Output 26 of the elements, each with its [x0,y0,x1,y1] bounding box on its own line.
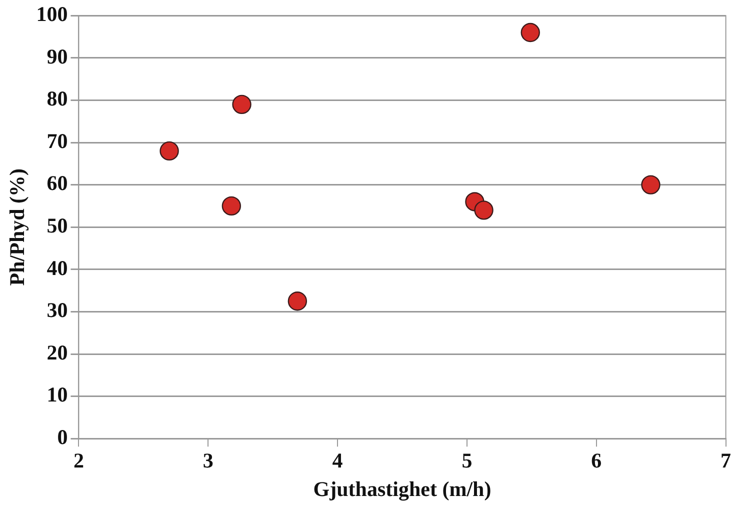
y-tick-label: 0 [57,425,68,450]
x-tick-label: 2 [73,448,84,473]
point [641,175,660,194]
x-tick-label: 7 [720,448,732,473]
point [160,141,179,161]
y-axis-title: Ph/Phyd (%) [5,168,30,286]
y-tick-label: 30 [46,298,68,322]
y-tick-label: 100 [36,2,68,26]
point [520,22,540,42]
x-tick-label: 5 [462,448,472,473]
y-tick-label: 70 [46,128,68,153]
y-tick-label: 20 [46,340,68,364]
x-tick-label: 3 [202,448,214,473]
point [288,292,308,311]
x-tick-label: 4 [332,448,344,473]
point [474,200,494,220]
y-tick-label: 50 [46,214,68,238]
x-tick-label: 6 [591,448,602,473]
point [222,196,242,216]
y-tick-label: 90 [46,44,68,68]
point [232,94,252,114]
y-tick-label: 10 [46,382,68,407]
y-tick-label: 40 [46,256,68,280]
y-tick-label: 80 [46,86,68,111]
y-tick-label: 60 [46,171,68,196]
x-axis-title: Gjuthastighet (m/h) [313,476,492,501]
